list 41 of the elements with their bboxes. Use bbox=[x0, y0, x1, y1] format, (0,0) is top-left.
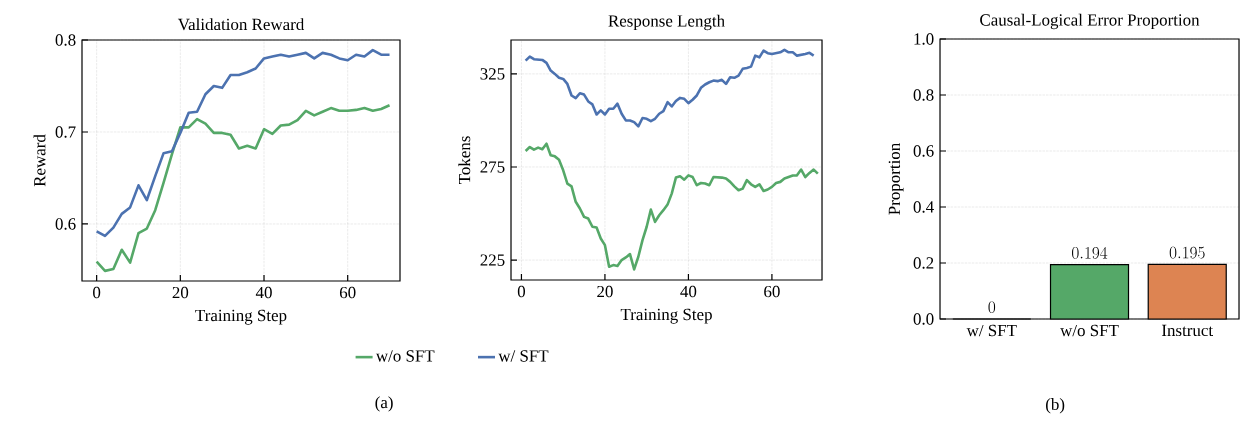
x-axis-title: Training Step bbox=[620, 308, 712, 324]
legend-label: w/ SFT bbox=[498, 350, 549, 362]
data-label: 0. 194 bbox=[1072, 246, 1108, 259]
y-tick-label: 0.8 bbox=[913, 89, 934, 101]
y-tick-label: 0.8 bbox=[55, 34, 76, 46]
chart-title: Causal-Logical Error Proportion bbox=[980, 13, 1200, 30]
y-tick-label: 225 bbox=[480, 254, 505, 266]
x-tick-label: 0 bbox=[517, 285, 526, 298]
y-tick-label: 0.7 bbox=[55, 126, 76, 138]
x-tick-label: w/o SFT bbox=[1060, 324, 1119, 337]
chart-title: Response Length bbox=[608, 14, 725, 31]
line-series bbox=[524, 48, 815, 128]
x-tick-label: 40 bbox=[255, 286, 272, 299]
y-axis-title: Tokens bbox=[458, 136, 471, 185]
line-series bbox=[95, 104, 391, 273]
x-tick-label: 40 bbox=[680, 285, 697, 298]
y-axis-title: Proportion bbox=[888, 143, 904, 215]
x-tick-label: 60 bbox=[339, 286, 356, 299]
data-label: 0 bbox=[988, 301, 996, 314]
y-tick-label: 1.0 bbox=[914, 33, 934, 45]
text: (b) bbox=[1046, 398, 1065, 414]
x-tick-label: 20 bbox=[172, 286, 189, 299]
y-tick-label: 275 bbox=[480, 161, 505, 173]
data-label: 0. 195 bbox=[1169, 246, 1205, 259]
x-axis-title: Training Step bbox=[195, 309, 287, 325]
legend-label: w/o SFT bbox=[375, 350, 435, 362]
y-tick-label: 325 bbox=[480, 68, 505, 80]
text: (a) bbox=[375, 396, 393, 412]
x-tick-label: 20 bbox=[597, 285, 613, 298]
y-tick-label: 0.0 bbox=[913, 313, 934, 325]
y-tick-label: 0.6 bbox=[913, 145, 934, 157]
y-tick-label: 0.6 bbox=[55, 218, 76, 230]
x-tick-label: Instruct bbox=[1161, 324, 1213, 337]
y-tick-label: 0.4 bbox=[913, 201, 934, 213]
line-series bbox=[95, 48, 391, 238]
chart-title: Validation Reward bbox=[177, 18, 305, 31]
x-tick-label: 60 bbox=[764, 285, 780, 298]
x-tick-label: 0 bbox=[93, 286, 101, 299]
y-axis-title: Reward bbox=[33, 134, 46, 187]
y-tick-label: 0.2 bbox=[913, 257, 934, 269]
x-tick-label: w/ SFT bbox=[966, 324, 1017, 337]
